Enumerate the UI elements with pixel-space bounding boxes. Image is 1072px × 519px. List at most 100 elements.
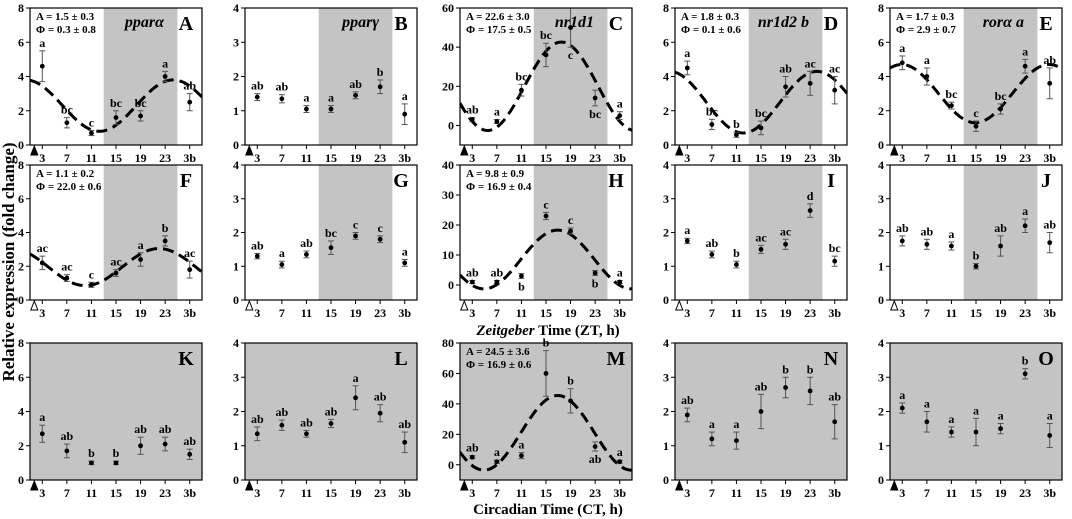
significance-label: a [924, 397, 930, 411]
significance-label: b [88, 446, 95, 460]
significance-label: ab [276, 80, 289, 94]
plot-frame [29, 342, 203, 481]
gene-name: rorα a [983, 14, 1024, 31]
x-tick-label: 3b [398, 306, 411, 320]
x-tick-label: 11 [731, 486, 742, 500]
x-tick-label: 19 [565, 306, 577, 320]
dark-phase-shading [245, 343, 417, 480]
cosinor-stat: Φ = 0.3 ± 0.8 [36, 24, 96, 36]
data-point [949, 243, 954, 249]
data-point [402, 260, 408, 266]
y-tick-label: 40 [442, 158, 454, 172]
x-tick-label: 23 [804, 151, 816, 165]
cosinor-fit-curve [675, 69, 847, 135]
y-tick-label: 40 [442, 40, 454, 54]
time-marker-triangle [675, 299, 684, 311]
y-tick-label: 60 [442, 1, 454, 15]
y-tick-label: 2 [18, 439, 24, 453]
x-tick-label: 15 [755, 486, 767, 500]
x-tick-label: 3 [684, 151, 690, 165]
y-tick-label: 1 [663, 439, 669, 453]
data-point [1022, 63, 1028, 69]
data-point [617, 279, 623, 285]
significance-label: bc [755, 106, 768, 120]
x-tick-label: 15 [970, 151, 982, 165]
x-tick-label: 3b [183, 306, 196, 320]
panel-letter: G [393, 170, 409, 192]
significance-label: bc [515, 69, 528, 83]
gene-name: pparγ [340, 14, 379, 31]
significance-label: ac [184, 246, 196, 260]
x-tick-label: 3 [684, 306, 690, 320]
plot-frame [459, 7, 633, 146]
significance-label: ac [780, 224, 792, 238]
dark-phase-shading [890, 343, 1062, 480]
data-point [949, 103, 954, 109]
data-point [113, 115, 119, 120]
cosinor-stat: A = 1.8 ± 0.3 [681, 11, 740, 23]
y-tick-label: 4 [663, 158, 669, 172]
y-tick-label: 0 [233, 293, 239, 307]
plot-frame [29, 7, 203, 146]
time-marker-triangle [245, 299, 254, 311]
significance-label: b [377, 65, 384, 79]
data-point [162, 238, 168, 244]
time-marker-triangle [675, 479, 684, 491]
cosinor-stat: A = 9.8 ± 0.9 [466, 168, 525, 180]
significance-label: a [138, 238, 144, 252]
significance-label: ab [276, 405, 289, 419]
significance-label: a [518, 438, 524, 452]
significance-label: d [807, 189, 814, 203]
plot-frame [459, 342, 633, 481]
data-point [592, 270, 598, 276]
time-marker-triangle [30, 144, 39, 156]
dark-phase-shading [103, 165, 178, 300]
data-point [279, 96, 285, 102]
y-tick-label: 30 [442, 188, 454, 202]
y-tick-label: 6 [18, 35, 24, 49]
significance-label: a [1022, 204, 1028, 218]
data-point [684, 412, 690, 418]
x-tick-label: 3b [613, 306, 626, 320]
data-point [924, 241, 930, 247]
y-tick-label: 20 [442, 427, 454, 441]
cosinor-stat: A = 22.6 ± 3.0 [466, 11, 530, 23]
x-tick-label: 3 [899, 306, 905, 320]
data-point [89, 282, 94, 288]
significance-label: ab [466, 266, 479, 280]
x-tick-label: 15 [110, 151, 122, 165]
y-tick-label: 2 [663, 104, 669, 118]
data-point [709, 436, 715, 442]
y-tick-label: 8 [18, 158, 24, 172]
x-tick-label: 23 [589, 486, 601, 500]
significance-label: ab [159, 422, 172, 436]
x-tick-label: 3 [469, 306, 475, 320]
x-tick-label: 15 [755, 151, 767, 165]
significance-label: a [998, 408, 1004, 422]
y-tick-label: 3 [878, 370, 884, 384]
significance-label: b [518, 279, 525, 293]
y-tick-label: 8 [878, 1, 884, 15]
y-tick-label: 2 [18, 104, 24, 118]
significance-label: bc [995, 89, 1008, 103]
y-tick-label: 8 [18, 1, 24, 15]
cosinor-stat: A = 1.1 ± 0.2 [36, 168, 95, 180]
data-point [254, 253, 260, 259]
significance-label: bc [589, 107, 602, 121]
data-point [113, 270, 119, 276]
x-tick-label: 19 [135, 486, 147, 500]
significance-label: a [353, 371, 359, 385]
y-tick-label: 4 [878, 70, 884, 84]
data-point [783, 385, 788, 390]
data-point [469, 117, 475, 122]
x-tick-label: 19 [565, 486, 577, 500]
x-tick-label: 15 [110, 486, 122, 500]
data-point [807, 80, 813, 86]
significance-label: a [924, 53, 930, 67]
x-tick-label: 15 [540, 486, 552, 500]
significance-label: ab [466, 103, 479, 117]
significance-label: bc [325, 226, 338, 240]
significance-label: a [162, 56, 168, 70]
